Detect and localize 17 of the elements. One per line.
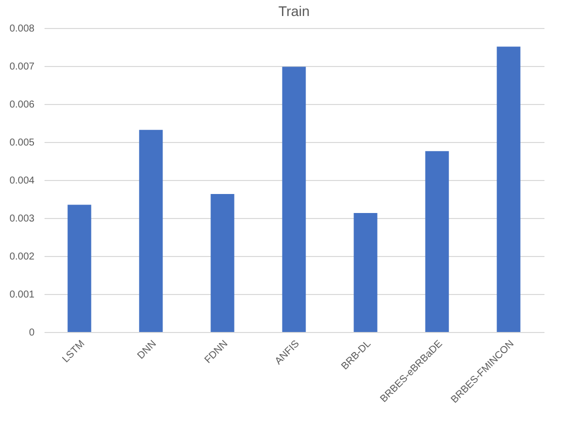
y-tick-label: 0.005 xyxy=(9,138,35,148)
y-tick-label: 0.006 xyxy=(9,100,35,110)
bar xyxy=(210,194,234,332)
bar xyxy=(496,46,520,332)
bar xyxy=(354,213,378,332)
y-tick-label: 0.002 xyxy=(9,252,35,262)
y-tick-label: 0.007 xyxy=(9,62,35,72)
y-tick-label: 0.001 xyxy=(9,290,35,300)
y-tick-label: 0.003 xyxy=(9,214,35,224)
y-tick-label: 0.004 xyxy=(9,176,35,186)
bar xyxy=(282,66,306,332)
y-tick-label: 0 xyxy=(28,328,35,338)
bar xyxy=(139,130,163,332)
y-tick-label: 0.008 xyxy=(9,24,35,34)
bar xyxy=(425,151,449,332)
bar xyxy=(68,204,92,332)
chart-title: Train xyxy=(278,3,310,19)
